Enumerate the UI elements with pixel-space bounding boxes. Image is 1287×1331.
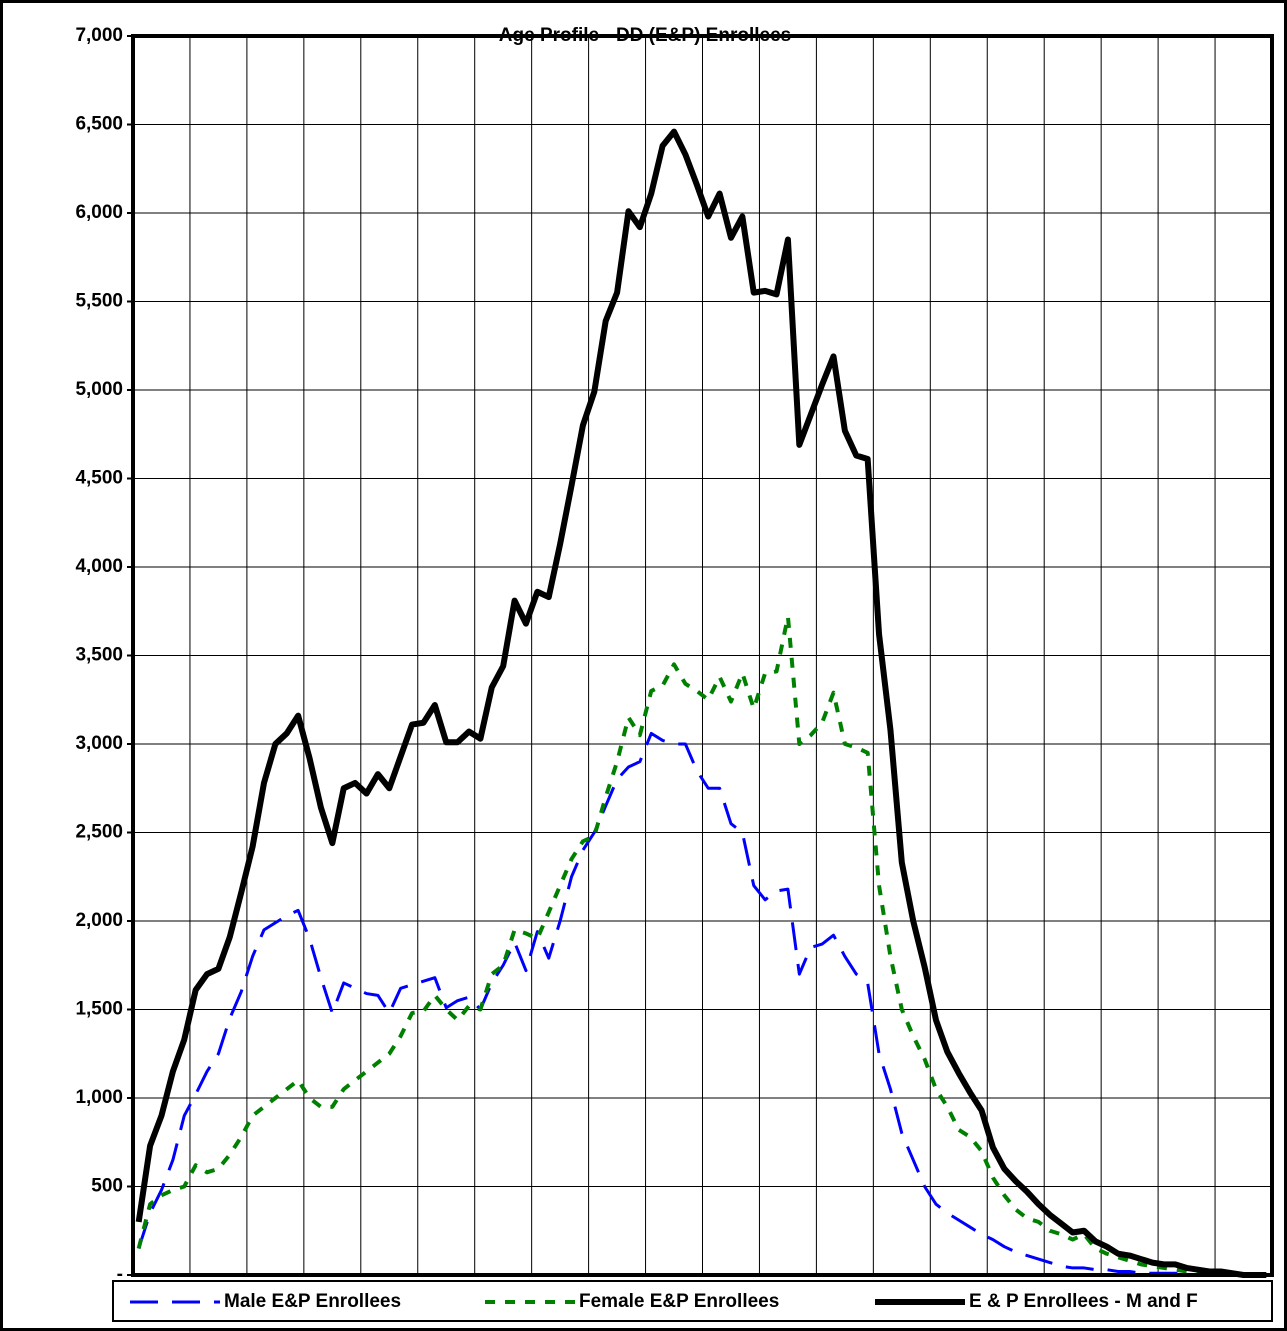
y-tick-label: 500 — [91, 1176, 123, 1197]
y-tick-label: 5,000 — [75, 379, 123, 400]
legend-label: E & P Enrollees - M and F — [969, 1291, 1198, 1312]
plot-border — [131, 34, 1274, 1277]
legend-label: Male E&P Enrollees — [224, 1291, 401, 1312]
legend-box — [112, 1280, 1273, 1322]
y-tick-label: 2,000 — [75, 910, 123, 931]
legend-label: Female E&P Enrollees — [579, 1291, 779, 1312]
grid — [127, 35, 1272, 1276]
y-tick-label: 4,000 — [75, 556, 123, 577]
lines — [135, 128, 1267, 1278]
series-line — [137, 731, 1267, 1277]
series-line — [136, 614, 1267, 1277]
y-tick-label: 6,500 — [75, 114, 123, 135]
y-tick-label: 5,500 — [75, 291, 123, 312]
y-tick-label: 3,000 — [75, 733, 123, 754]
y-tick-label: 2,500 — [75, 822, 123, 843]
legend: Male E&P Enrollees Female E&P Enrollees E … — [130, 1291, 1198, 1312]
series-line — [135, 128, 1267, 1278]
y-tick-label: - — [117, 1264, 123, 1285]
y-tick-label: 1,000 — [75, 1087, 123, 1108]
y-tick-label: 3,500 — [75, 645, 123, 666]
y-tick-label: 7,000 — [75, 25, 123, 46]
y-tick-label: 6,000 — [75, 202, 123, 223]
y-tick-label: 1,500 — [75, 999, 123, 1020]
chart-title: Age Profile - DD (E&P) Enrollees — [499, 25, 791, 46]
y-tick-label: 4,500 — [75, 468, 123, 489]
